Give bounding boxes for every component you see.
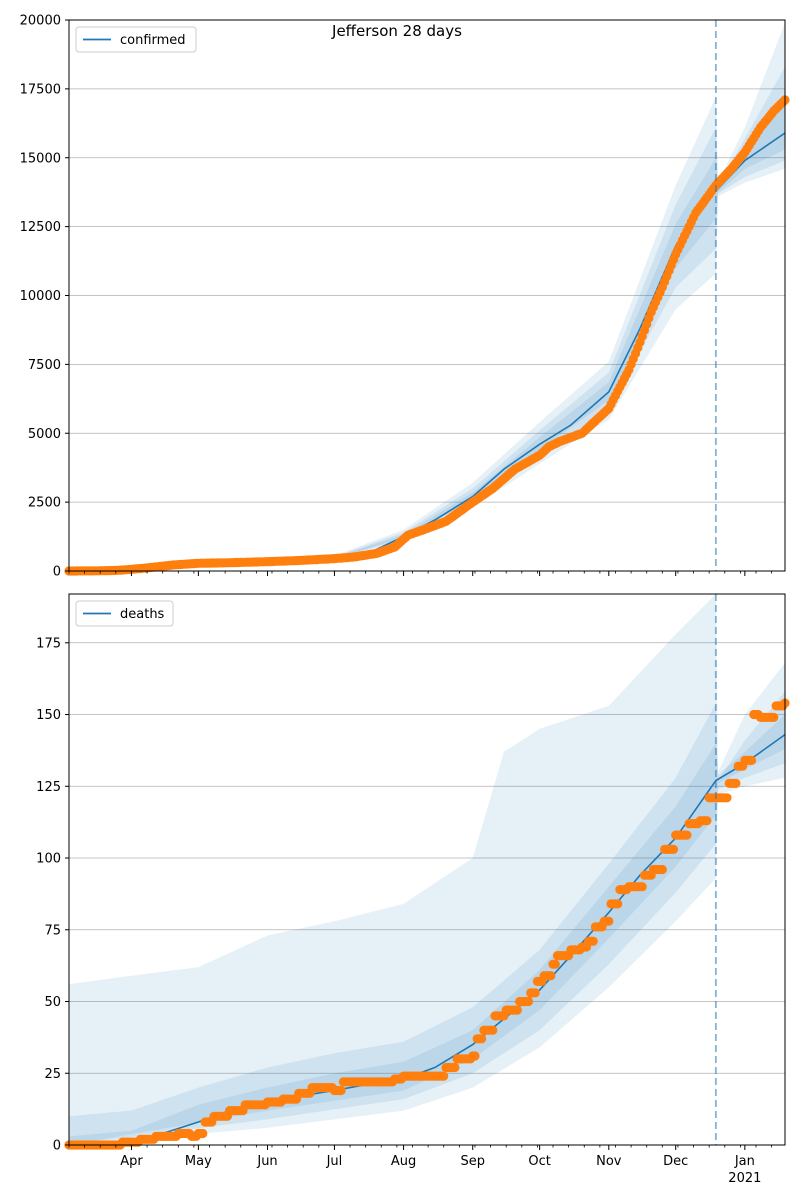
- observed-point: [702, 816, 712, 826]
- axes-frame: [68, 593, 786, 1146]
- y-tick-label: 50: [44, 995, 61, 1010]
- x-tick-label: Aug: [391, 1154, 416, 1169]
- observed-point: [477, 1034, 487, 1044]
- y-tick-label: 2500: [28, 496, 61, 511]
- observed-point: [588, 936, 598, 946]
- observed-point: [746, 755, 757, 766]
- observed-point: [668, 844, 679, 855]
- observed-point: [198, 1128, 208, 1139]
- x-tick-label: Jun: [256, 1154, 277, 1169]
- x-tick-label: Dec: [663, 1154, 688, 1169]
- y-tick-label: 17500: [20, 82, 61, 97]
- observed-point: [546, 971, 556, 981]
- confidence-band-1: [69, 691, 785, 1145]
- x-tick-label: Jul: [326, 1154, 343, 1169]
- y-tick-label: 12500: [20, 220, 61, 235]
- confidence-band-2: [69, 714, 785, 1145]
- figure-title: Jefferson 28 days: [331, 22, 462, 40]
- legend-label: deaths: [120, 607, 165, 622]
- observed-point: [550, 959, 560, 969]
- observed-point: [604, 916, 614, 926]
- y-tick-label: 150: [36, 708, 61, 723]
- observed-point: [336, 1085, 346, 1096]
- x-tick-label: Nov: [596, 1154, 622, 1169]
- confidence-band-1: [69, 66, 785, 572]
- observed-point: [657, 864, 667, 875]
- x-tick-label: Jan: [734, 1154, 755, 1169]
- observed-point: [769, 712, 779, 723]
- confirmed-panel: 0 2500 5000 7500 10000 12500 15000 17500 20000 co…: [20, 14, 790, 580]
- x-tick-label: Oct: [528, 1154, 550, 1169]
- observed-point: [470, 1051, 480, 1061]
- legend: deaths: [75, 600, 174, 627]
- x-tick-label: Apr: [120, 1154, 143, 1169]
- observed-point: [722, 793, 732, 803]
- confidence-band-0: [69, 22, 785, 572]
- observed-point: [439, 1071, 449, 1081]
- y-tick-label: 10000: [20, 289, 61, 304]
- y-tick-label: 20000: [20, 14, 61, 29]
- observed-point: [488, 1025, 498, 1035]
- x-tick-label: Sep: [460, 1154, 485, 1169]
- confidence-band-0: [69, 594, 785, 1145]
- y-tick-label: 100: [36, 852, 61, 867]
- x-year-label: 2021: [728, 1171, 761, 1186]
- observed-point: [613, 899, 623, 909]
- y-tick-label: 125: [36, 780, 61, 795]
- y-tick-label: 5000: [28, 427, 61, 442]
- observed-point: [682, 830, 692, 840]
- x-tick-label: May: [185, 1154, 212, 1169]
- y-tick-label: 0: [53, 1139, 61, 1154]
- deaths-panel: 0 25 50 75 100 125 150 175 Apr May Jun Jul Aug Sep Oct…: [36, 593, 790, 1186]
- legend-box: [75, 600, 174, 627]
- legend-box: [75, 26, 197, 53]
- observed-point: [637, 882, 647, 892]
- y-tick-label: 175: [36, 636, 61, 651]
- legend: confirmed: [75, 26, 197, 53]
- y-tick-label: 25: [44, 1067, 61, 1082]
- observed-point: [523, 996, 534, 1007]
- y-tick-label: 7500: [28, 358, 61, 373]
- legend-label: confirmed: [120, 33, 186, 48]
- y-tick-label: 75: [44, 923, 61, 938]
- observed-point: [530, 988, 540, 998]
- observed-point: [450, 1062, 460, 1073]
- observed-point: [731, 778, 741, 789]
- observed-point: [512, 1005, 522, 1015]
- y-tick-label: 0: [53, 565, 61, 580]
- y-tick-label: 15000: [20, 151, 61, 166]
